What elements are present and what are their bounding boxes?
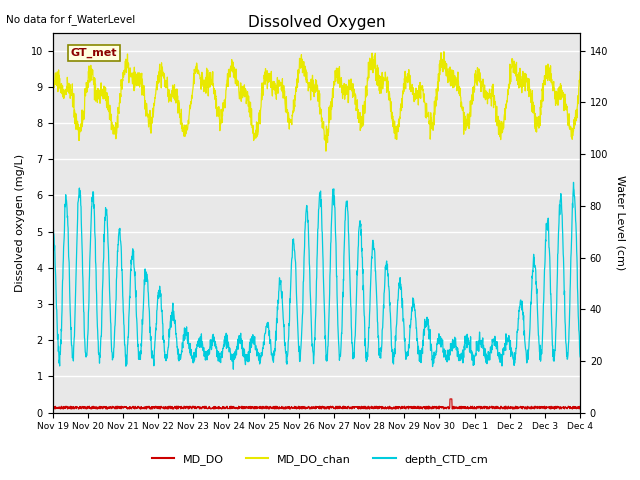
Text: No data for f_WaterLevel: No data for f_WaterLevel	[6, 13, 136, 24]
Y-axis label: Dissolved oxygen (mg/L): Dissolved oxygen (mg/L)	[15, 154, 25, 292]
Text: GT_met: GT_met	[71, 48, 118, 58]
Title: Dissolved Oxygen: Dissolved Oxygen	[248, 15, 385, 30]
Legend: MD_DO, MD_DO_chan, depth_CTD_cm: MD_DO, MD_DO_chan, depth_CTD_cm	[147, 450, 493, 469]
Y-axis label: Water Level (cm): Water Level (cm)	[615, 175, 625, 270]
